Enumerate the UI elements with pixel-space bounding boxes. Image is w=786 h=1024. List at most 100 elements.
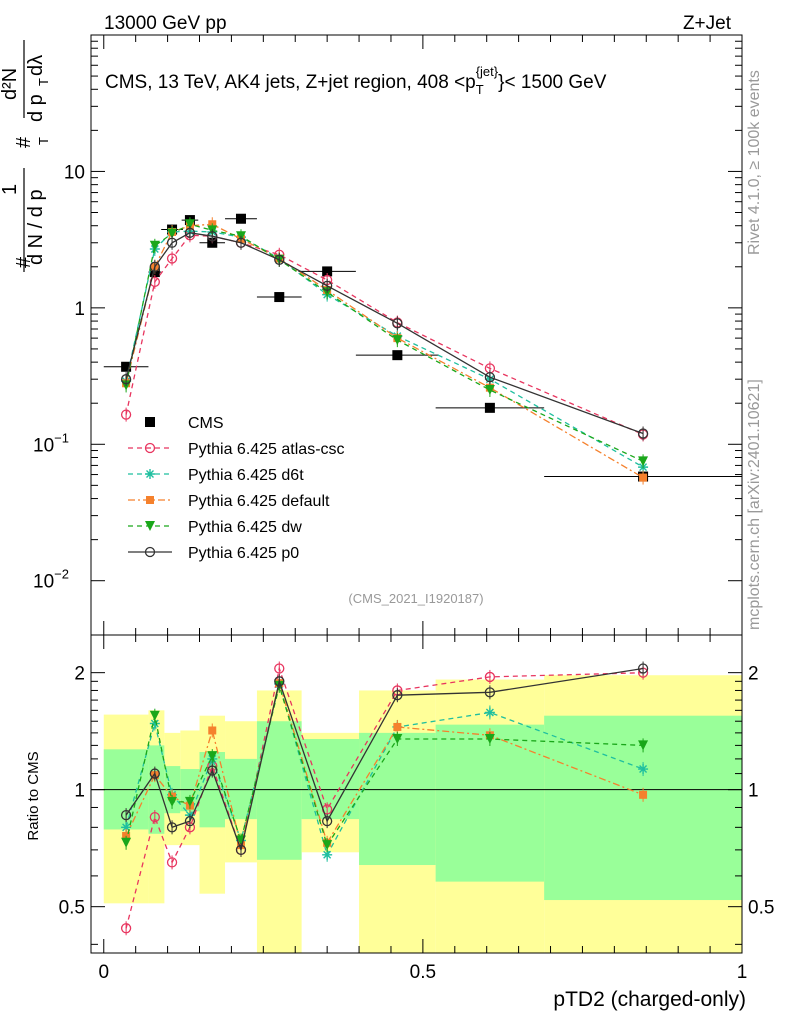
main-ytick-label: 1 bbox=[74, 299, 85, 320]
ratio-point-pythia-6-425-p0 bbox=[321, 815, 333, 827]
ratio-point-pythia-6-425-d6t bbox=[484, 707, 495, 718]
main-point-pythia-6-425-atlas-csc bbox=[120, 409, 132, 420]
main-plot-panel: 10−2 10−1 1 10 CMS, 13 TeV, AK4 jets, Z+jet… bbox=[0, 34, 743, 636]
main-point-pythia-6-425-atlas-csc bbox=[166, 253, 178, 264]
main-point-cms bbox=[484, 402, 495, 413]
ratio-ytick-label-right: 2 bbox=[748, 664, 759, 685]
ratio-point-pythia-6-425-atlas-csc bbox=[484, 671, 496, 683]
main-point-pythia-6-425-p0 bbox=[235, 237, 247, 248]
ratio-point-pythia-6-425-d6t bbox=[149, 718, 160, 729]
main-point-pythia-6-425-dw bbox=[167, 228, 178, 239]
main-point-pythia-6-425-p0 bbox=[184, 227, 196, 238]
ratio-point-pythia-6-425-default bbox=[208, 726, 217, 735]
ratio-point-pythia-6-425-atlas-csc bbox=[274, 663, 285, 674]
ratio-point-pythia-6-425-p0 bbox=[207, 765, 218, 776]
svg-text:#: # bbox=[13, 136, 35, 148]
ratio-ytick-label: 1 bbox=[74, 781, 85, 802]
ratio-point-pythia-6-425-atlas-csc bbox=[149, 811, 160, 823]
ratio-point-pythia-6-425-default bbox=[393, 722, 402, 731]
main-point-pythia-6-425-p0 bbox=[484, 372, 496, 383]
ratio-point-pythia-6-425-p0 bbox=[235, 844, 247, 856]
main-point-cms bbox=[235, 213, 246, 224]
legend-marker bbox=[145, 417, 155, 427]
main-point-pythia-6-425-dw bbox=[149, 240, 160, 251]
main-point-cms bbox=[322, 266, 333, 277]
band-stat bbox=[435, 724, 545, 882]
main-ytick-label: 10−1 bbox=[33, 430, 69, 456]
main-point-pythia-6-425-dw bbox=[638, 456, 649, 467]
legend-label: CMS bbox=[188, 415, 224, 432]
main-line-pythia-6-425-default bbox=[125, 223, 644, 479]
main-point-pythia-6-425-p0 bbox=[166, 237, 178, 248]
ratio-line-pythia-6-425-dw bbox=[125, 683, 644, 847]
main-ytick-label: 10 bbox=[64, 162, 85, 183]
ratio-point-pythia-6-425-dw bbox=[484, 734, 495, 745]
main-point-pythia-6-425-dw bbox=[184, 219, 195, 230]
legend-marker bbox=[144, 546, 156, 558]
ratio-xtick-label: 0.5 bbox=[410, 962, 436, 983]
legend-marker bbox=[145, 469, 155, 479]
legend-label: Pythia 6.425 atlas-csc bbox=[188, 441, 345, 458]
ratio-point-pythia-6-425-default bbox=[639, 790, 648, 799]
main-point-pythia-6-425-p0 bbox=[321, 280, 333, 291]
ratio-xtick-label: 1 bbox=[737, 962, 748, 983]
ratio-point-pythia-6-425-d6t bbox=[121, 822, 132, 833]
ratio-point-pythia-6-425-p0 bbox=[484, 687, 496, 698]
band-stat bbox=[225, 758, 257, 820]
svg-text:d N / d p: d N / d p bbox=[25, 189, 47, 265]
main-point-cms bbox=[121, 361, 132, 372]
ratio-plot-panel: 0.5 0.5 1 1 2 2 0 0.5 1 Ratio to CMS pTD2 (charg… bbox=[25, 634, 774, 1011]
header-right: Z+Jet bbox=[683, 13, 732, 34]
svg-text:d p: d p bbox=[25, 94, 47, 122]
main-point-cms bbox=[274, 292, 285, 303]
ratio-point-pythia-6-425-dw bbox=[638, 740, 649, 751]
legend: CMS Pythia 6.425 atlas-csc Pythia 6.425 d6… bbox=[128, 415, 345, 562]
ratio-point-pythia-6-425-dw bbox=[184, 796, 195, 807]
ratio-point-pythia-6-425-p0 bbox=[149, 768, 160, 779]
main-point-pythia-6-425-dw bbox=[484, 384, 495, 395]
main-point-pythia-6-425-p0 bbox=[392, 318, 403, 329]
ratio-point-pythia-6-425-dw bbox=[149, 710, 160, 721]
main-point-pythia-6-425-default bbox=[639, 473, 648, 482]
main-point-pythia-6-425-p0 bbox=[637, 428, 649, 439]
svg-text:dλ: dλ bbox=[25, 55, 47, 76]
ratio-point-pythia-6-425-dw bbox=[167, 796, 178, 807]
band-stat bbox=[359, 732, 436, 866]
ratio-ytick-label-right: 0.5 bbox=[748, 898, 774, 919]
ratio-frame bbox=[90, 634, 743, 954]
ratio-point-pythia-6-425-dw bbox=[121, 837, 132, 848]
header-left: 13000 GeV pp bbox=[104, 13, 227, 34]
ratio-point-pythia-6-425-p0 bbox=[166, 822, 178, 833]
legend-marker bbox=[145, 521, 155, 531]
site-label: mcplots.cern.ch [arXiv:2401.10621] bbox=[746, 379, 763, 630]
legend-label: Pythia 6.425 default bbox=[188, 493, 330, 510]
x-axis-label: pTD2 (charged-only) bbox=[553, 988, 746, 1011]
main-point-pythia-6-425-dw bbox=[392, 335, 403, 346]
ratio-point-pythia-6-425-p0 bbox=[274, 676, 285, 687]
svg-text:1: 1 bbox=[0, 184, 21, 195]
rivet-label: Rivet 4.1.0, ≥ 100k events bbox=[746, 70, 763, 255]
ratio-point-pythia-6-425-p0 bbox=[120, 809, 132, 821]
ratio-point-pythia-6-425-p0 bbox=[392, 690, 403, 701]
analysis-watermark: (CMS_2021_I1920187) bbox=[348, 591, 483, 606]
ratio-point-pythia-6-425-p0 bbox=[184, 815, 196, 827]
legend-label: Pythia 6.425 d6t bbox=[188, 467, 304, 484]
legend-marker bbox=[146, 496, 154, 504]
svg-text:T: T bbox=[36, 78, 51, 86]
plot-title: CMS, 13 TeV, AK4 jets, Z+jet region, 408… bbox=[105, 64, 607, 97]
legend-label: Pythia 6.425 p0 bbox=[188, 545, 299, 562]
ratio-point-pythia-6-425-dw bbox=[392, 734, 403, 745]
ratio-ytick-label-right: 1 bbox=[748, 781, 759, 802]
svg-text:d²N: d²N bbox=[0, 68, 21, 100]
ratio-xtick-label: 0 bbox=[98, 962, 109, 983]
main-ytick-label: 10−2 bbox=[33, 567, 69, 593]
ratio-point-pythia-6-425-dw bbox=[322, 840, 333, 851]
ratio-point-pythia-6-425-p0 bbox=[637, 663, 649, 674]
ratio-point-pythia-6-425-atlas-csc bbox=[166, 857, 178, 868]
main-line-pythia-6-425-p0 bbox=[125, 232, 644, 435]
ratio-line-pythia-6-425-atlas-csc bbox=[125, 666, 644, 929]
ratio-point-pythia-6-425-d6t bbox=[638, 764, 649, 775]
ratio-ytick-label: 0.5 bbox=[59, 898, 85, 919]
ratio-ytick-label: 2 bbox=[74, 664, 85, 685]
legend-label: Pythia 6.425 dw bbox=[188, 519, 302, 536]
